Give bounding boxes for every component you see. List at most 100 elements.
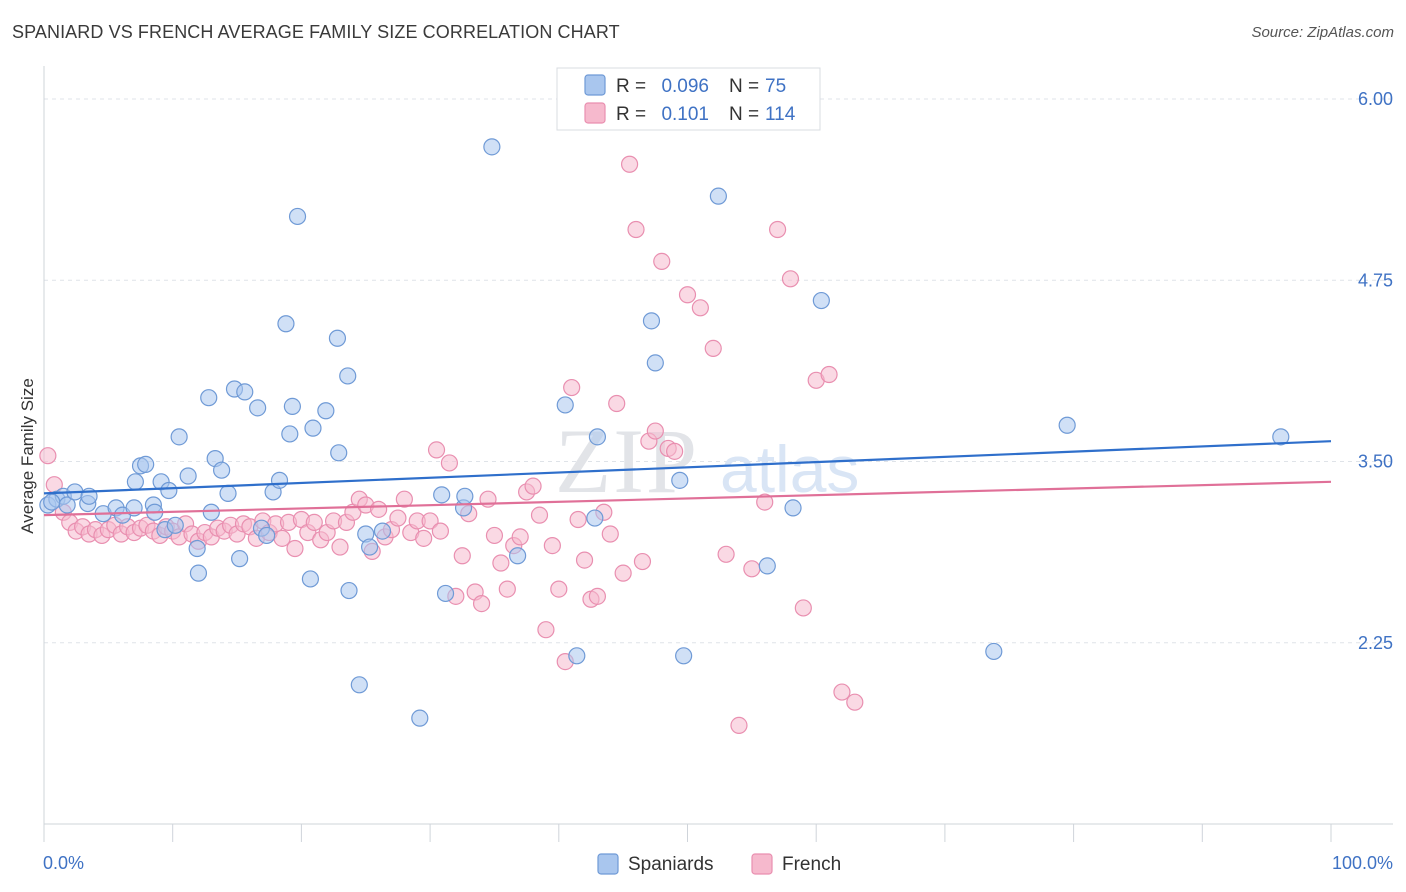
data-point	[627, 220, 645, 239]
data-point	[601, 525, 619, 543]
data-point	[433, 486, 451, 504]
legend-n-label: N =	[729, 104, 759, 125]
data-point	[537, 621, 555, 639]
data-point	[985, 642, 1003, 661]
data-point	[427, 441, 446, 459]
data-point	[642, 312, 661, 330]
data-point	[820, 365, 838, 384]
data-point	[160, 481, 178, 500]
data-point	[614, 564, 632, 582]
data-point	[1272, 428, 1290, 446]
data-point	[126, 473, 144, 491]
data-point	[339, 367, 357, 385]
data-point	[756, 493, 774, 511]
data-point	[543, 536, 561, 555]
data-point	[833, 683, 851, 701]
data-point	[483, 138, 501, 156]
data-point	[709, 187, 727, 205]
data-point	[317, 402, 335, 420]
data-point	[431, 522, 449, 540]
data-point	[568, 647, 586, 665]
chart-title: SPANIARD VS FRENCH AVERAGE FAMILY SIZE C…	[12, 22, 620, 42]
data-point	[498, 580, 516, 598]
data-point	[530, 506, 549, 524]
data-point	[563, 378, 581, 397]
data-point	[633, 552, 652, 571]
legend-r-label: R =	[616, 76, 646, 97]
data-point	[328, 329, 347, 347]
legend-swatch	[584, 74, 606, 96]
data-point	[704, 339, 722, 357]
data-point	[288, 207, 307, 226]
data-point	[456, 487, 474, 505]
legend-n-label: N =	[729, 76, 759, 97]
data-point	[556, 396, 574, 414]
data-point	[666, 442, 684, 460]
data-point	[524, 477, 542, 495]
bottom-legend-label: Spaniards	[628, 854, 714, 875]
data-point	[608, 394, 626, 413]
y-tick-label: 3.50	[1358, 452, 1393, 472]
legend-swatch	[584, 102, 606, 124]
bottom-legend-swatch	[751, 853, 773, 875]
data-point	[812, 291, 830, 310]
data-point	[286, 539, 304, 558]
data-point	[436, 584, 455, 603]
data-point	[784, 499, 802, 517]
x-tick-label-right: 100.0%	[1332, 853, 1393, 873]
spaniards-points	[39, 138, 1290, 727]
legend-r-label: R =	[616, 104, 646, 125]
data-point	[219, 484, 237, 502]
data-point	[277, 315, 295, 333]
data-point	[43, 493, 61, 511]
data-point	[646, 422, 664, 440]
data-point	[373, 522, 392, 540]
data-point	[281, 425, 299, 443]
data-point	[485, 526, 504, 545]
data-point	[492, 554, 510, 572]
data-point	[236, 383, 254, 401]
data-point	[575, 551, 594, 569]
data-point	[189, 564, 208, 582]
data-point	[421, 512, 439, 530]
data-point	[283, 397, 301, 415]
spaniards-trend-line	[43, 440, 1332, 495]
data-point	[389, 509, 407, 527]
data-point	[179, 467, 197, 485]
legend-n-value: 114	[765, 104, 796, 125]
data-point	[453, 547, 471, 565]
data-point	[258, 526, 276, 545]
data-point	[330, 444, 348, 462]
data-point	[305, 513, 323, 532]
data-point	[361, 538, 379, 556]
data-point	[213, 461, 231, 479]
data-point	[717, 545, 735, 563]
data-point	[188, 539, 206, 558]
data-point	[170, 428, 188, 446]
data-point	[301, 570, 320, 588]
data-point	[1058, 416, 1076, 434]
data-point	[411, 709, 429, 727]
data-point	[331, 538, 349, 556]
data-point	[350, 676, 368, 694]
bottom-legend-label: French	[782, 854, 841, 875]
data-point	[588, 587, 607, 605]
data-point	[671, 471, 689, 489]
data-point	[758, 557, 776, 575]
data-point	[304, 419, 322, 437]
data-point	[231, 550, 249, 568]
x-tick-label-left: 0.0%	[43, 853, 84, 873]
data-point	[794, 599, 812, 617]
data-point	[730, 716, 748, 735]
data-point	[370, 500, 388, 518]
source-label: Source: ZipAtlas.com	[1251, 24, 1394, 41]
y-tick-label: 6.00	[1358, 89, 1393, 109]
data-point	[415, 529, 433, 547]
data-point	[440, 454, 459, 472]
data-point	[270, 471, 289, 489]
data-point	[39, 447, 57, 465]
data-point	[509, 547, 527, 565]
data-point	[781, 270, 800, 288]
bottom-legend-swatch	[597, 853, 619, 875]
data-point	[472, 594, 491, 613]
